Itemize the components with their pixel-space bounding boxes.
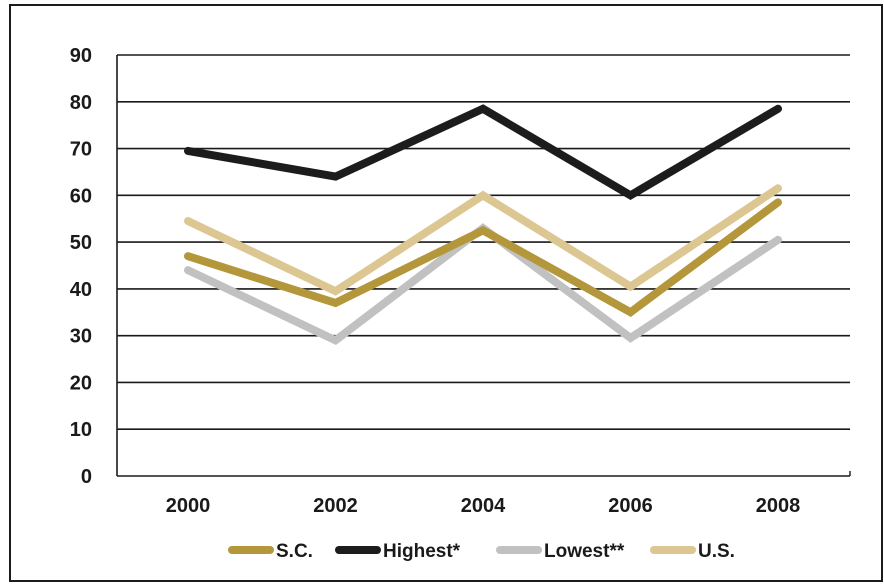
y-tick-label: 10	[70, 419, 92, 441]
x-tick-label: 2000	[166, 495, 211, 517]
x-tick-label: 2002	[313, 495, 358, 517]
legend-label: Lowest**	[544, 541, 625, 562]
series-lines	[184, 104, 782, 346]
legend: S.C. Highest* Lowest** U.S.	[228, 541, 735, 562]
axes	[116, 55, 851, 477]
y-tick-label: 40	[70, 279, 92, 301]
chart-frame	[9, 4, 883, 582]
x-tick-label: 2004	[461, 495, 506, 517]
y-tick-label: 70	[70, 139, 92, 161]
y-tick-labels: 0 10 20 30 40 50 60 70 80 90	[70, 45, 92, 488]
legend-label: S.C.	[276, 541, 313, 562]
x-tick-label: 2006	[608, 495, 653, 517]
x-tick-labels: 2000 2002 2004 2006 2008	[166, 495, 801, 517]
x-tick-label: 2008	[756, 495, 801, 517]
y-tick-label: 60	[70, 185, 92, 207]
legend-label: U.S.	[698, 541, 735, 562]
y-tick-label: 20	[70, 372, 92, 394]
y-tick-label: 0	[81, 466, 92, 488]
series-line-highest	[184, 104, 782, 200]
y-tick-label: 30	[70, 326, 92, 348]
series-line-sc	[184, 198, 782, 318]
y-tick-label: 50	[70, 232, 92, 254]
series-line-us	[184, 184, 782, 296]
legend-label: Highest*	[383, 541, 461, 562]
y-tick-label: 90	[70, 45, 92, 67]
y-tick-label: 80	[70, 92, 92, 114]
